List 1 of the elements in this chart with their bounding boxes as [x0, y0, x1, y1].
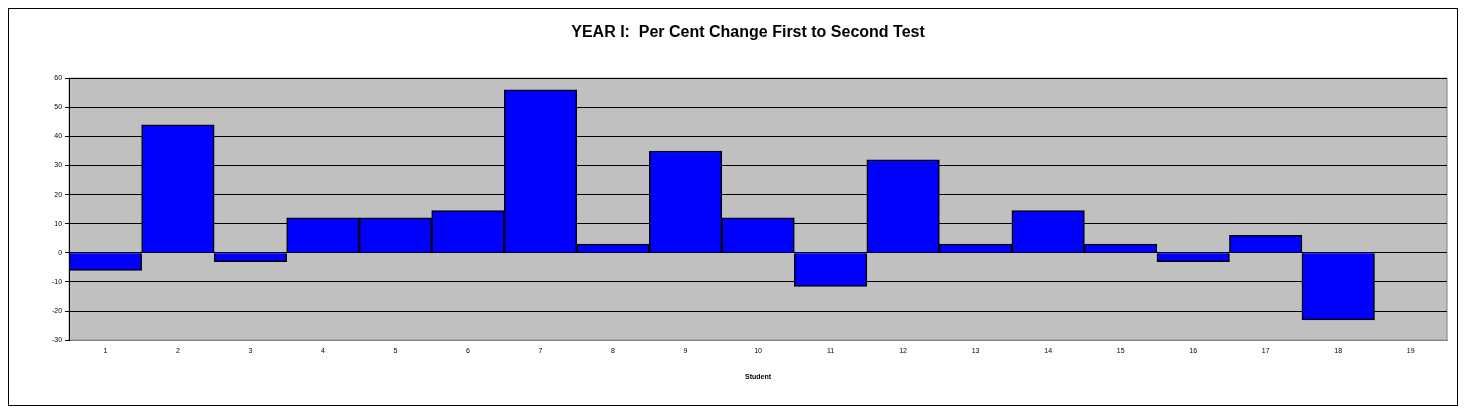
chart-title: YEAR I: Per Cent Change First to Second Test	[571, 23, 926, 41]
